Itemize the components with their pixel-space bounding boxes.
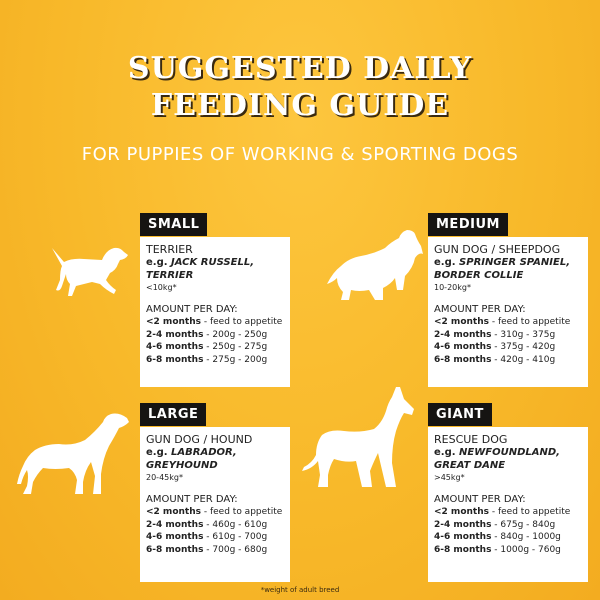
- example-prefix: e.g.: [434, 447, 456, 458]
- amount: 675g - 840g: [500, 519, 556, 530]
- footnote: *weight of adult breed: [260, 586, 340, 594]
- amount: 610g - 700g: [212, 532, 268, 542]
- age: 2-4 months: [434, 329, 492, 340]
- giant-dog-icon: [302, 387, 414, 487]
- feeding-row: 6-8 months - 1000g - 760g: [434, 544, 561, 555]
- title-line-2: FEEDING GUIDE: [150, 88, 450, 123]
- title-line-1: SUGGESTED DAILY: [127, 51, 473, 86]
- feeding-row: 6-8 months - 420g - 410g: [434, 354, 556, 365]
- amount: feed to appetite: [497, 317, 571, 327]
- size-badge: LARGE: [140, 403, 207, 426]
- example-text: SPRINGER SPANIEL, BORDER COLLIE: [434, 257, 571, 281]
- feeding-row: <2 months - feed to appetite: [146, 507, 283, 517]
- feeding-row: 2-4 months - 460g - 610g: [146, 519, 268, 530]
- card-panel: TERRIER e.g. JACK RUSSELL, TERRIER <10kg…: [140, 237, 290, 387]
- amount: 840g - 1000g: [500, 532, 561, 542]
- weight-range: <10kg*: [146, 283, 177, 292]
- age: <2 months: [434, 507, 489, 517]
- feeding-row: 4-6 months - 840g - 1000g: [434, 532, 561, 542]
- amount: feed to appetite: [209, 507, 283, 517]
- amount: 250g - 275g: [212, 342, 268, 352]
- example-breeds: e.g. LABRADOR, GREYHOUND: [146, 446, 284, 472]
- feeding-row: 4-6 months - 375g - 420g: [434, 342, 556, 352]
- feeding-row: 4-6 months - 250g - 275g: [146, 342, 268, 352]
- feeding-row: 2-4 months - 310g - 375g: [434, 329, 556, 340]
- amount: 700g - 680g: [212, 544, 268, 555]
- age: 2-4 months: [434, 519, 492, 530]
- example-prefix: e.g.: [146, 447, 168, 458]
- amount-title: AMOUNT PER DAY:: [434, 304, 526, 315]
- card-panel: RESCUE DOG e.g. NEWFOUNDLAND, GREAT DANE…: [428, 427, 588, 582]
- medium-dog-icon: [327, 230, 423, 300]
- example-text: LABRADOR, GREYHOUND: [146, 447, 237, 471]
- dog-type: TERRIER: [146, 243, 193, 256]
- age: 2-4 months: [146, 519, 204, 530]
- dog-type: RESCUE DOG: [434, 433, 508, 446]
- age: <2 months: [146, 317, 201, 327]
- weight-range: >45kg*: [434, 473, 465, 482]
- dog-type: GUN DOG / HOUND: [146, 433, 253, 446]
- feeding-row: 2-4 months - 200g - 250g: [146, 329, 268, 340]
- card-panel: GUN DOG / HOUND e.g. LABRADOR, GREYHOUND…: [140, 427, 290, 582]
- amount: 420g - 410g: [500, 354, 556, 365]
- amount: 460g - 610g: [212, 519, 268, 530]
- age: <2 months: [146, 507, 201, 517]
- feeding-row: 6-8 months - 275g - 200g: [146, 354, 268, 365]
- small-dog-icon: [52, 247, 128, 296]
- example-breeds: e.g. SPRINGER SPANIEL, BORDER COLLIE: [434, 256, 582, 282]
- amount-title: AMOUNT PER DAY:: [146, 494, 238, 505]
- dog-type: GUN DOG / SHEEPDOG: [434, 243, 561, 256]
- amount-title: AMOUNT PER DAY:: [146, 304, 238, 315]
- age: 6-8 months: [146, 544, 204, 555]
- subtitle: FOR PUPPIES OF WORKING & SPORTING DOGS: [81, 144, 519, 165]
- example-text: NEWFOUNDLAND, GREAT DANE: [434, 447, 560, 471]
- age: 4-6 months: [434, 342, 492, 352]
- example-prefix: e.g.: [146, 257, 168, 268]
- example-breeds: e.g. NEWFOUNDLAND, GREAT DANE: [434, 446, 582, 472]
- example-breeds: e.g. JACK RUSSELL, TERRIER: [146, 256, 284, 282]
- amount: 310g - 375g: [500, 329, 556, 340]
- large-dog-icon: [17, 413, 129, 494]
- weight-range: 10-20kg*: [434, 283, 471, 292]
- amount: 275g - 200g: [212, 354, 268, 365]
- age: 6-8 months: [146, 354, 204, 365]
- amount: 1000g - 760g: [500, 544, 561, 555]
- age: 6-8 months: [434, 544, 492, 555]
- page-title: SUGGESTED DAILY FEEDING GUIDE: [0, 50, 600, 124]
- size-badge: MEDIUM: [428, 213, 508, 236]
- feeding-row: 2-4 months - 675g - 840g: [434, 519, 556, 530]
- card-panel: GUN DOG / SHEEPDOG e.g. SPRINGER SPANIEL…: [428, 237, 588, 387]
- age: 4-6 months: [146, 532, 204, 542]
- amount-title: AMOUNT PER DAY:: [434, 494, 526, 505]
- age: 4-6 months: [146, 342, 204, 352]
- example-prefix: e.g.: [434, 257, 456, 268]
- age: 4-6 months: [434, 532, 492, 542]
- feeding-row: <2 months - feed to appetite: [434, 317, 571, 327]
- size-badge: GIANT: [428, 403, 492, 426]
- amount: feed to appetite: [209, 317, 283, 327]
- age: 6-8 months: [434, 354, 492, 365]
- weight-range: 20-45kg*: [146, 473, 183, 482]
- amount: 375g - 420g: [500, 342, 556, 352]
- example-text: JACK RUSSELL, TERRIER: [146, 257, 254, 281]
- feeding-row: 6-8 months - 700g - 680g: [146, 544, 268, 555]
- feeding-row: 4-6 months - 610g - 700g: [146, 532, 268, 542]
- age: 2-4 months: [146, 329, 204, 340]
- age: <2 months: [434, 317, 489, 327]
- size-badge: SMALL: [140, 213, 208, 236]
- amount: 200g - 250g: [212, 329, 268, 340]
- amount: feed to appetite: [497, 507, 571, 517]
- feeding-row: <2 months - feed to appetite: [146, 317, 283, 327]
- feeding-row: <2 months - feed to appetite: [434, 507, 571, 517]
